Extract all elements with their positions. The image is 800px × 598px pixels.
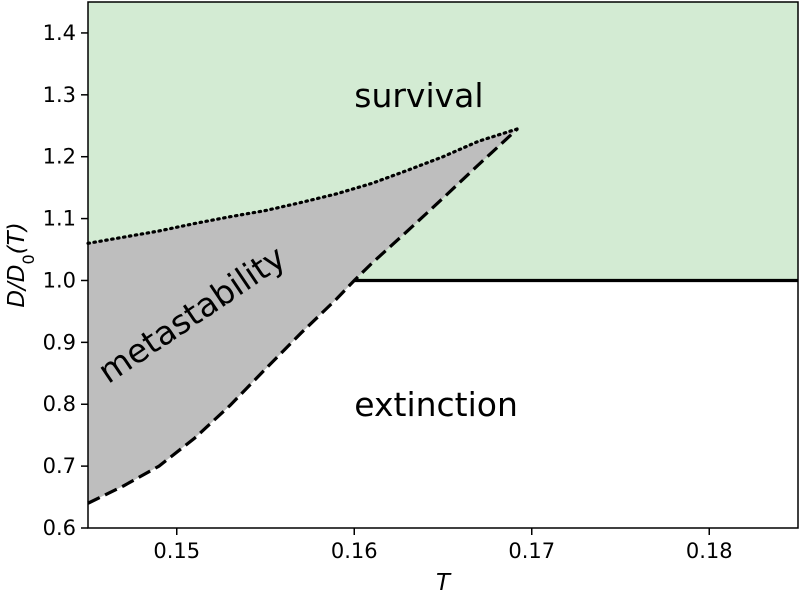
y-axis-label: D/D0(T): [4, 222, 38, 307]
y-tick-label: 1.1: [43, 207, 76, 231]
dotted-boundary-line: [86, 127, 520, 245]
y-tick-label: 0.9: [43, 330, 76, 354]
y-tick-label: 1.4: [43, 21, 76, 45]
y-tick-label: 1.0: [43, 268, 76, 292]
extinction-region: [88, 280, 798, 528]
y-tick-label: 0.8: [43, 392, 76, 416]
y-tick-label: 1.2: [43, 145, 76, 169]
y-tick-label: 0.7: [43, 454, 76, 478]
extinction-region-label: extinction: [354, 385, 518, 424]
metastability-region: [88, 128, 518, 504]
dashed-boundary-line: [87, 127, 519, 505]
x-axis-label: T: [436, 570, 452, 596]
x-tick-label: 0.17: [508, 539, 555, 563]
x-tick-label: 0.18: [686, 539, 733, 563]
x-tick-label: 0.16: [331, 539, 378, 563]
axes: 0.15 0.16 0.17 0.18 0.6 0.7 0.8 0.9 1.0 1.1 1.2 1.3…: [43, 1, 799, 563]
y-tick-label: 0.6: [43, 516, 76, 540]
axes-frame: [87, 1, 799, 529]
plot-area: [86, 2, 798, 528]
survival-region-label: survival: [354, 76, 483, 115]
x-tick-label: 0.15: [153, 539, 200, 563]
y-tick-label: 1.3: [43, 83, 76, 107]
